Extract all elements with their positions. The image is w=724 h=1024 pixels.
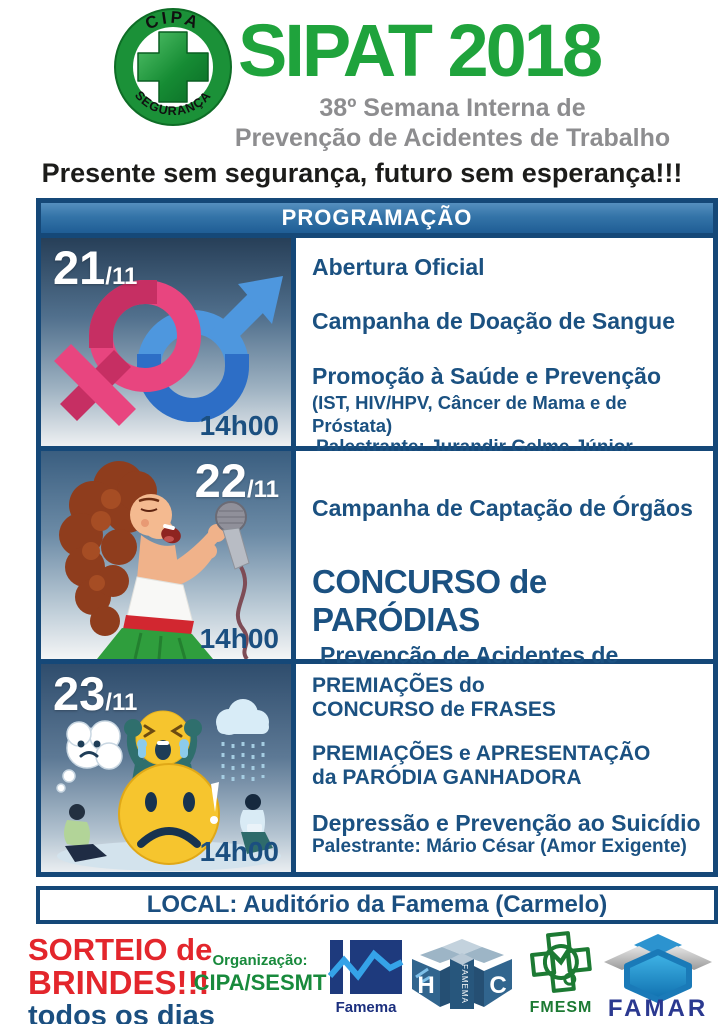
raffle-line1: SORTEIO de [28, 932, 213, 967]
event-title: Depressão e Prevenção ao Suicídio [312, 809, 701, 836]
day-number: 22 [194, 454, 247, 507]
subtitle-line1: 38º Semana Interna de [319, 94, 586, 122]
day-number: 23 [53, 667, 106, 720]
poster-subtitle: 38º Semana Interna de Prevenção de Acide… [200, 94, 705, 153]
program-header-bar: PROGRAMAÇÃO [41, 203, 713, 233]
famema-logo: Famema [328, 940, 404, 1014]
time-label: 14h00 [199, 623, 279, 654]
event-title: da PARÓDIA GANHADORA [312, 765, 582, 789]
cipa-logo: CIPA SEGURANÇA [114, 8, 232, 126]
raffle-text: SORTEIO de BRINDES!!! todos os dias [28, 932, 215, 1024]
day-month: /11 [105, 689, 138, 716]
raffle-line3: todos os dias [28, 999, 215, 1024]
famar-logo: FAMAR [604, 934, 712, 1020]
hc-logo-h: H [417, 972, 434, 999]
day-label: 23/11 [53, 670, 137, 717]
event-title: Campanha de Captação de Órgãos [312, 495, 693, 521]
day-label: 22/11 [195, 457, 279, 504]
speaker-name: Mário César (Amor Exigente) [426, 836, 687, 858]
event-title: Campanha de Doação de Sangue [312, 308, 675, 335]
program-table: PROGRAMAÇÃO 21/11 14h00 A [36, 198, 718, 877]
cipa-cross-icon [137, 31, 209, 103]
poster-tagline: Presente sem segurança, futuro sem esper… [41, 158, 683, 188]
event-title-large: CONCURSO de PARÓDIAS [312, 563, 547, 639]
event-detail: (IST, HIV/HPV, Câncer de Mama e de Próst… [312, 392, 627, 436]
day-label: 21/11 [53, 244, 137, 291]
info-cell-23-11: PREMIAÇÕES do CONCURSO de FRASES PREMIAÇ… [296, 664, 713, 872]
fmesm-logo-text: FMESM [530, 999, 593, 1016]
singer-illustration [59, 461, 250, 659]
event-title: Abertura Oficial [312, 254, 485, 280]
time-label: 14h00 [199, 410, 279, 441]
organization-label: Organização: [212, 952, 308, 969]
subtitle-line2: Prevenção de Acidentes de Trabalho [234, 123, 671, 152]
info-cell-22-11: Campanha de Captação de Órgãos CONCURSO … [296, 451, 713, 695]
day-month: /11 [246, 476, 279, 503]
hc-logo-c: C [489, 972, 506, 999]
fmesm-logo: FMESM [530, 931, 593, 1016]
gender-symbols-illustration [54, 276, 283, 426]
poster-title: SIPAT 2018 [238, 9, 603, 92]
famema-logo-text: Famema [336, 999, 398, 1014]
event-title: Promoção à Saúde e Prevenção [312, 362, 661, 389]
day-cell-23-11: 23/11 14h00 [41, 664, 291, 872]
hc-famema-logo: H C FAMEMA [412, 939, 512, 1009]
event-title: PREMIAÇÕES e APRESENTAÇÃO [312, 741, 651, 765]
speaker-line: Palestrante: Mário César (Amor Exigente) [312, 836, 707, 859]
hc-logo-vertical-text: FAMEMA [460, 964, 469, 1004]
day-cell-21-11: 21/11 14h00 [41, 238, 291, 446]
speaker-label: Palestrante: [312, 836, 421, 858]
day-cell-22-11: 22/11 14h00 [41, 451, 291, 659]
time-label: 14h00 [199, 836, 279, 867]
organization-name: CIPA/SESMT [193, 970, 327, 995]
day-month: /11 [105, 263, 138, 290]
famar-logo-text: FAMAR [608, 995, 708, 1020]
event-title: CONCURSO de FRASES [312, 697, 556, 721]
day-number: 21 [53, 241, 106, 294]
location-bar: LOCAL: Auditório da Famema (Carmelo) [36, 886, 718, 924]
event-title: PREMIAÇÕES do [312, 674, 485, 697]
info-cell-21-11: Abertura Oficial Campanha de Doação de S… [296, 238, 713, 458]
organization-block: Organização: CIPA/SESMT [190, 952, 330, 996]
raffle-line2: BRINDES!!! [28, 964, 210, 1002]
depression-illustration [56, 699, 281, 871]
